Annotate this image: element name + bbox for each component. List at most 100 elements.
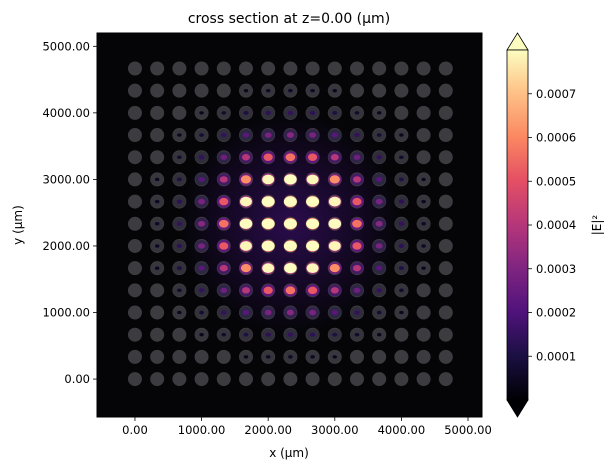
y-tick-label: 4000.00 bbox=[42, 106, 90, 120]
rod bbox=[327, 61, 342, 76]
rod bbox=[172, 372, 187, 387]
rod bbox=[238, 61, 253, 76]
field-spot bbox=[240, 175, 252, 184]
field-spot bbox=[376, 155, 382, 160]
field-spot bbox=[265, 88, 271, 93]
rod bbox=[438, 327, 453, 342]
plot-area bbox=[97, 33, 482, 417]
field-spot bbox=[353, 287, 361, 293]
rod bbox=[194, 349, 209, 364]
field-spot bbox=[354, 332, 360, 337]
axes-frame bbox=[96, 32, 483, 418]
rod bbox=[127, 372, 142, 387]
rod bbox=[416, 105, 431, 120]
field-spot bbox=[352, 176, 362, 183]
field-spot bbox=[239, 218, 253, 229]
rod bbox=[150, 305, 165, 320]
rod bbox=[349, 349, 364, 364]
field-spot bbox=[285, 286, 296, 295]
field-spot bbox=[376, 133, 382, 137]
rod bbox=[438, 105, 453, 120]
field-spot bbox=[177, 133, 182, 137]
field-spot bbox=[241, 154, 250, 161]
field-spot bbox=[352, 219, 362, 228]
field-spot bbox=[177, 155, 182, 160]
rod bbox=[416, 305, 431, 320]
field-spot bbox=[329, 175, 340, 184]
field-spot bbox=[398, 266, 404, 271]
field-spot bbox=[219, 264, 228, 272]
field-spot bbox=[240, 241, 252, 251]
rod bbox=[438, 349, 453, 364]
colorbar: 0.0001 0.0002 0.0003 0.0004 0.0005 0.0006 0.00… bbox=[506, 32, 604, 418]
field-spot bbox=[421, 222, 426, 226]
field-spot bbox=[287, 332, 294, 337]
y-axis-label: y (µm) bbox=[11, 205, 25, 245]
field-spot bbox=[352, 264, 362, 272]
rod bbox=[172, 327, 187, 342]
field-spot bbox=[330, 287, 339, 294]
y-tick-label: 3000.00 bbox=[42, 172, 90, 186]
x-axis-label: x (µm) bbox=[269, 446, 309, 460]
rod bbox=[194, 83, 209, 98]
rod bbox=[127, 61, 142, 76]
field-spot bbox=[399, 155, 404, 160]
field-spot bbox=[287, 110, 294, 115]
colorbar-tick-label: 0.0002 bbox=[536, 306, 576, 320]
rod bbox=[150, 349, 165, 364]
rod bbox=[394, 83, 409, 98]
rod bbox=[438, 194, 453, 209]
field-spot bbox=[198, 243, 206, 249]
colorbar-tick-label: 0.0005 bbox=[536, 174, 576, 188]
field-spot bbox=[198, 265, 205, 271]
field-spot bbox=[199, 333, 204, 337]
rod bbox=[261, 61, 276, 76]
field-spot bbox=[264, 132, 272, 138]
field-spot bbox=[176, 177, 182, 182]
x-tick-label: 4000.00 bbox=[378, 423, 426, 437]
field-spot bbox=[398, 177, 404, 182]
rod bbox=[372, 61, 387, 76]
rod bbox=[172, 349, 187, 364]
field-spot bbox=[243, 110, 249, 115]
rod bbox=[438, 150, 453, 165]
colorbar-tick-label: 0.0001 bbox=[536, 349, 576, 363]
rod bbox=[127, 172, 142, 187]
field-spot bbox=[328, 241, 341, 251]
field-spot bbox=[309, 110, 316, 115]
rod bbox=[150, 83, 165, 98]
field-spot bbox=[154, 177, 160, 182]
field-spot bbox=[328, 218, 342, 229]
field-spot bbox=[332, 110, 338, 115]
field-spot bbox=[310, 355, 315, 359]
field-spot bbox=[198, 176, 205, 182]
field-spot bbox=[285, 153, 296, 162]
rod bbox=[438, 261, 453, 276]
field-spot bbox=[375, 198, 383, 205]
field-spot bbox=[376, 265, 383, 271]
field-spot bbox=[176, 221, 183, 226]
field-spot bbox=[154, 244, 160, 248]
rod bbox=[416, 128, 431, 143]
rod bbox=[349, 83, 364, 98]
rod bbox=[438, 216, 453, 231]
field-spot bbox=[242, 310, 250, 315]
field-spot bbox=[399, 288, 404, 293]
rod bbox=[127, 349, 142, 364]
field-spot bbox=[288, 88, 293, 93]
field-spot bbox=[265, 332, 271, 337]
field-spot bbox=[240, 264, 252, 273]
field-spot bbox=[376, 288, 382, 293]
field-spot bbox=[308, 153, 318, 161]
field-spot bbox=[198, 198, 206, 205]
rod bbox=[172, 105, 187, 120]
rod bbox=[172, 61, 187, 76]
field-spot bbox=[283, 240, 297, 252]
rod bbox=[150, 105, 165, 120]
field-spot bbox=[284, 263, 297, 274]
rod bbox=[261, 372, 276, 387]
rod bbox=[394, 61, 409, 76]
field-spot bbox=[331, 132, 338, 138]
field-spot bbox=[329, 264, 340, 273]
rod bbox=[216, 61, 231, 76]
